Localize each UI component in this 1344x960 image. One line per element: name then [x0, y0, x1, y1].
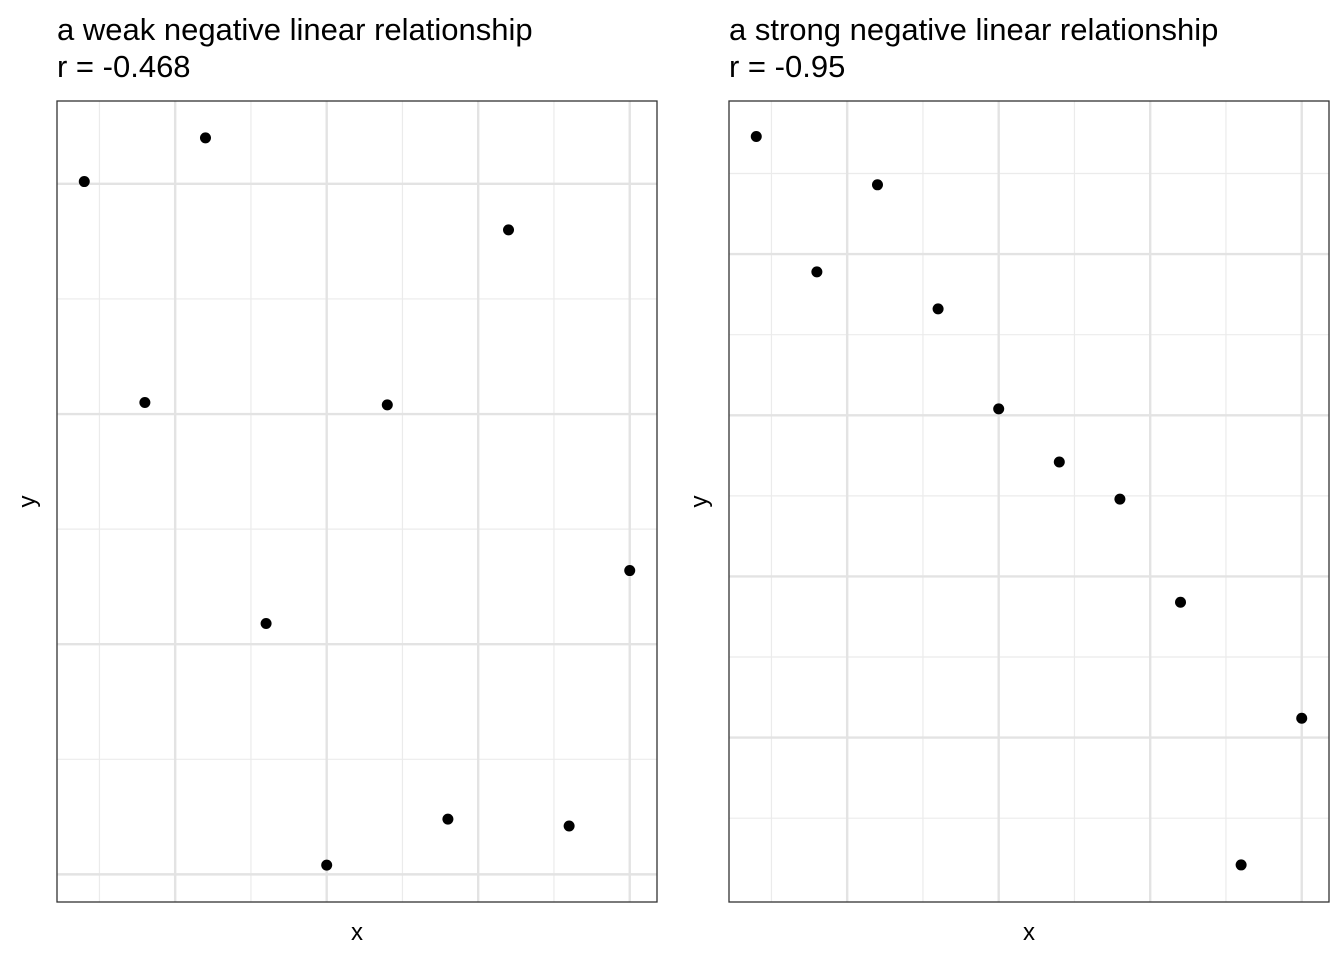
- chart-title: a strong negative linear relationship: [729, 12, 1218, 47]
- point: [139, 397, 151, 409]
- point: [1114, 493, 1126, 505]
- point: [381, 399, 393, 411]
- point: [624, 565, 636, 577]
- point: [1053, 456, 1065, 468]
- point: [1235, 859, 1247, 871]
- panel-border: [728, 100, 1330, 903]
- point: [811, 266, 823, 278]
- x-axis-label: x: [1023, 919, 1035, 946]
- point: [503, 224, 515, 236]
- point: [993, 403, 1005, 415]
- point: [750, 130, 762, 142]
- y-axis-label: y: [686, 496, 713, 508]
- x-axis-label: x: [351, 919, 363, 946]
- point: [199, 132, 211, 144]
- point: [1296, 712, 1308, 724]
- point: [563, 820, 575, 832]
- chart-subtitle: r = -0.468: [57, 49, 191, 84]
- point: [871, 179, 883, 191]
- panel-border: [56, 100, 658, 903]
- y-axis-label: y: [14, 496, 41, 508]
- point: [78, 176, 90, 188]
- point: [321, 859, 333, 871]
- chart-subtitle: r = -0.95: [729, 49, 845, 84]
- chart-title: a weak negative linear relationship: [57, 12, 533, 47]
- point: [260, 617, 272, 629]
- point: [1175, 596, 1187, 608]
- point: [932, 303, 944, 315]
- point: [442, 813, 454, 825]
